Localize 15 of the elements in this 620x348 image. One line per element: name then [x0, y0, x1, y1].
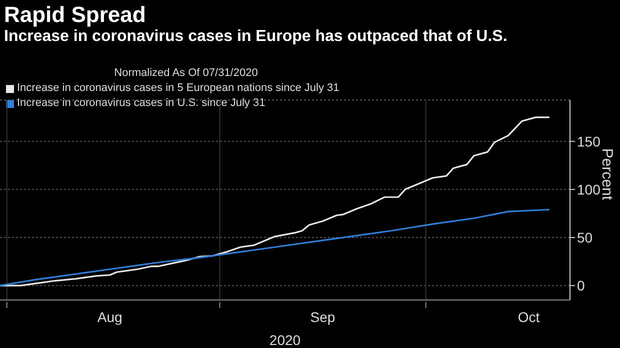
y-tick-label: 150	[577, 133, 601, 150]
line-series	[0, 116, 550, 286]
y-axis-title: Percent	[598, 148, 616, 201]
legend-title: Normalized As Of 07/31/2020	[113, 66, 259, 81]
chart-title: Rapid Spread	[4, 2, 146, 28]
y-tick-label: 100	[577, 181, 601, 198]
x-tick-label: Aug	[97, 309, 122, 325]
y-tick-label: 50	[577, 229, 593, 246]
chart-subtitle: Increase in coronavirus cases in Europe has outpaced that of U.S.	[4, 28, 508, 46]
x-axis-title: 2020	[269, 332, 301, 348]
line-series	[0, 208, 550, 286]
y-tick-label: 0	[577, 278, 585, 294]
x-tick-label: Oct	[518, 309, 540, 325]
x-tick-label: Sep	[310, 309, 336, 325]
legend-label: Increase in coronavirus cases in 5 European nations since July 31	[16, 81, 340, 96]
